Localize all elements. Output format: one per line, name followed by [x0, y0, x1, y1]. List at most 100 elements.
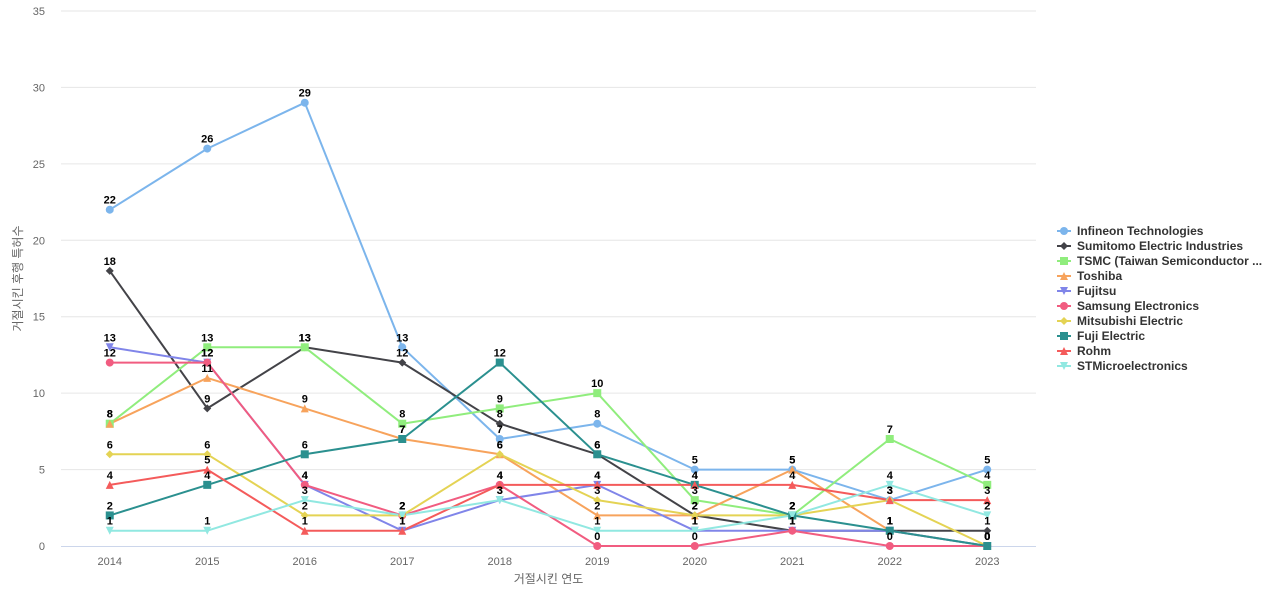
data-label: 6 [497, 439, 503, 451]
legend-item[interactable]: Mitsubishi Electric [1057, 314, 1183, 328]
data-point[interactable] [885, 542, 894, 550]
data-label: 1 [789, 516, 795, 528]
legend-symbol[interactable] [1060, 227, 1068, 235]
data-point[interactable] [788, 465, 797, 474]
data-point[interactable] [398, 419, 407, 428]
data-point[interactable] [398, 358, 407, 367]
data-point[interactable] [203, 480, 212, 489]
legend-symbol[interactable] [1060, 347, 1068, 355]
data-point[interactable] [788, 526, 797, 535]
data-point[interactable] [105, 511, 114, 520]
legend-symbol[interactable] [1060, 272, 1068, 280]
data-point[interactable] [203, 358, 212, 367]
data-point[interactable] [105, 526, 114, 535]
legend-symbol[interactable] [1060, 257, 1068, 265]
data-point[interactable] [495, 450, 504, 459]
data-point[interactable] [495, 435, 504, 443]
data-point[interactable] [690, 480, 699, 489]
data-point[interactable] [593, 526, 602, 535]
data-point[interactable] [300, 404, 309, 413]
data-label: 1 [692, 516, 698, 528]
legend-item[interactable]: Samsung Electronics [1057, 299, 1199, 313]
data-point[interactable] [983, 526, 992, 535]
legend-item[interactable]: STMicroelectronics [1057, 359, 1188, 373]
data-point[interactable] [495, 496, 504, 505]
legend-symbol[interactable] [1060, 302, 1068, 310]
data-point[interactable] [300, 496, 309, 505]
data-point[interactable] [690, 496, 699, 505]
data-point[interactable] [593, 389, 602, 398]
legend-item[interactable]: TSMC (Taiwan Semiconductor ... [1057, 254, 1262, 268]
legend-symbol[interactable] [1060, 242, 1068, 250]
data-point[interactable] [203, 144, 212, 153]
data-point[interactable] [690, 526, 699, 535]
data-point[interactable] [105, 450, 114, 459]
data-point[interactable] [398, 511, 407, 520]
data-point[interactable] [300, 511, 309, 520]
data-point[interactable] [690, 465, 699, 474]
data-point[interactable] [788, 480, 797, 489]
data-point[interactable] [593, 511, 602, 520]
data-label: 2 [594, 500, 600, 512]
legend-item[interactable]: Rohm [1057, 344, 1111, 358]
data-point[interactable] [983, 542, 992, 550]
data-point[interactable] [398, 526, 407, 535]
data-point[interactable] [593, 450, 602, 459]
data-point[interactable] [690, 511, 699, 520]
legend-symbol[interactable] [1060, 362, 1068, 370]
data-point[interactable] [398, 435, 407, 443]
data-point[interactable] [300, 480, 309, 489]
data-point[interactable] [105, 480, 114, 489]
data-point[interactable] [495, 404, 504, 413]
data-point[interactable] [983, 511, 992, 520]
data-point[interactable] [300, 98, 309, 107]
legend-item[interactable]: Fujitsu [1057, 284, 1116, 298]
data-point[interactable] [203, 465, 212, 474]
data-point[interactable] [885, 435, 894, 443]
data-point[interactable] [105, 343, 114, 352]
data-point[interactable] [203, 343, 212, 352]
data-point[interactable] [495, 480, 504, 489]
legend-symbol[interactable] [1060, 287, 1068, 295]
data-point[interactable] [105, 266, 114, 275]
data-point[interactable] [203, 526, 212, 535]
data-point[interactable] [593, 419, 602, 428]
data-point[interactable] [983, 465, 992, 474]
data-point[interactable] [983, 496, 992, 505]
data-point[interactable] [885, 526, 894, 535]
data-point[interactable] [690, 542, 699, 550]
series-line [108, 361, 989, 547]
data-point[interactable] [593, 542, 602, 550]
data-point[interactable] [300, 526, 309, 535]
data-point[interactable] [983, 480, 992, 489]
data-point[interactable] [203, 373, 212, 382]
data-point[interactable] [788, 511, 797, 520]
data-point[interactable] [105, 419, 114, 428]
legend-item[interactable]: Sumitomo Electric Industries [1057, 239, 1243, 253]
series-markers[interactable] [105, 98, 992, 550]
legend-symbol[interactable] [1060, 317, 1068, 325]
legend-label: STMicroelectronics [1077, 359, 1188, 373]
data-point[interactable] [885, 496, 894, 505]
x-tick-label: 2020 [683, 556, 707, 568]
data-point[interactable] [495, 358, 504, 367]
data-point[interactable] [300, 450, 309, 459]
x-axis-ticks: 2014 2015 2016 2017 2018 2019 2020 2021 2022 2023 [98, 556, 1000, 568]
data-point[interactable] [300, 343, 309, 352]
data-point[interactable] [398, 343, 407, 352]
data-label: 22 [104, 195, 116, 207]
data-point[interactable] [495, 419, 504, 428]
data-point[interactable] [203, 450, 212, 459]
data-label: 1 [107, 516, 113, 528]
data-point[interactable] [105, 205, 114, 214]
data-point[interactable] [593, 480, 602, 489]
data-point[interactable] [105, 358, 114, 367]
legend-item[interactable]: Infineon Technologies [1057, 224, 1204, 238]
data-point[interactable] [593, 496, 602, 505]
data-point[interactable] [203, 404, 212, 413]
legend-symbol[interactable] [1060, 332, 1068, 340]
legend-item[interactable]: Fuji Electric [1057, 329, 1145, 343]
data-point[interactable] [885, 480, 894, 489]
x-axis-title: 거절시킨 연도 [514, 572, 584, 586]
legend-item[interactable]: Toshiba [1057, 269, 1122, 283]
